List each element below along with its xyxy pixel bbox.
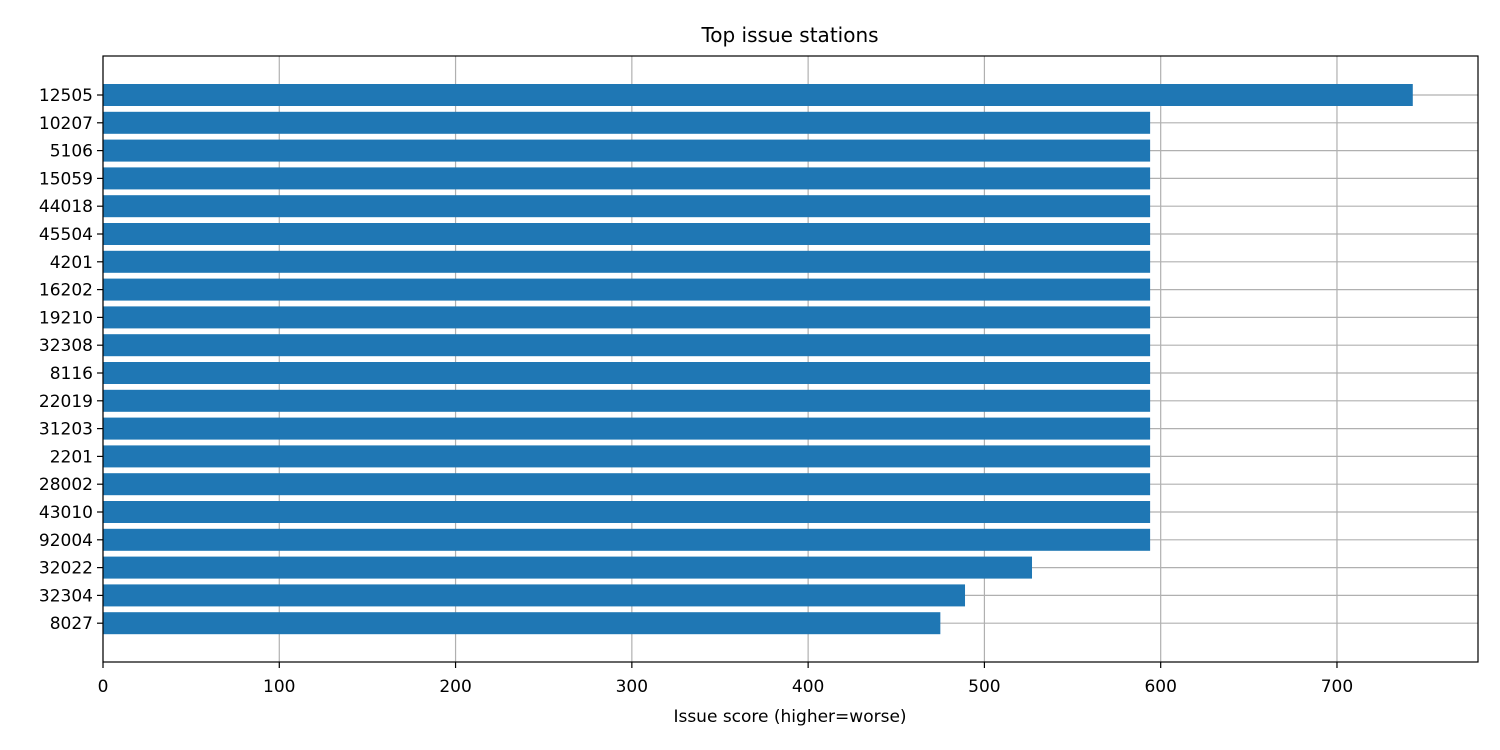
x-tick-label: 0 <box>98 677 109 697</box>
y-tick-label: 4201 <box>50 253 93 273</box>
x-tick-label: 500 <box>968 677 1000 697</box>
x-axis-label: Issue score (higher=worse) <box>673 707 906 727</box>
bar-16202 <box>103 278 1151 301</box>
y-tick-labels: 12505 10207 5106 15059 44018 45504 4201 16202 19… <box>39 86 103 634</box>
chart-title: Top issue stations <box>700 23 878 47</box>
bar-44018 <box>103 195 1151 218</box>
y-tick-label: 10207 <box>39 114 93 134</box>
y-tick-label: 45504 <box>39 225 93 245</box>
y-tick-label: 12505 <box>39 86 93 106</box>
y-tick-label: 22019 <box>39 392 93 412</box>
x-tick-label: 100 <box>263 677 295 697</box>
bar-15059 <box>103 167 1151 190</box>
bar-12505 <box>103 84 1413 106</box>
y-tick-label: 32304 <box>39 586 93 606</box>
bar-5106 <box>103 139 1151 162</box>
bar-32304 <box>103 584 966 607</box>
x-tick-labels: 0 100 200 300 400 500 600 700 <box>98 662 1353 697</box>
bar-19210 <box>103 306 1151 329</box>
bar-2201 <box>103 445 1151 468</box>
y-tick-label: 92004 <box>39 531 93 551</box>
bar-32308 <box>103 334 1151 357</box>
plot-frame <box>102 55 1479 663</box>
y-tick-label: 19210 <box>39 308 93 328</box>
y-tick-label: 28002 <box>39 475 93 495</box>
bar-43010 <box>103 501 1151 523</box>
bar-22019 <box>103 389 1151 412</box>
y-tick-label: 43010 <box>39 503 93 523</box>
x-tick-label: 700 <box>1321 677 1353 697</box>
y-tick-label: 32308 <box>39 336 93 356</box>
bar-10207 <box>103 111 1151 134</box>
x-tick-label: 600 <box>1144 677 1176 697</box>
y-tick-label: 31203 <box>39 420 93 440</box>
bar-31203 <box>103 417 1151 440</box>
x-tick-label: 200 <box>439 677 471 697</box>
x-tick-label: 400 <box>792 677 824 697</box>
bar-92004 <box>103 528 1151 551</box>
bar-8116 <box>103 362 1151 384</box>
bar-32022 <box>103 556 1033 579</box>
y-tick-label: 16202 <box>39 281 93 301</box>
bar-8027 <box>103 612 941 635</box>
x-tick-label: 300 <box>616 677 648 697</box>
y-tick-label: 5106 <box>50 142 93 162</box>
bar-28002 <box>103 473 1151 496</box>
bar-45504 <box>103 223 1151 245</box>
y-tick-label: 8116 <box>50 364 93 384</box>
bars <box>103 84 1413 635</box>
y-tick-label: 15059 <box>39 169 93 189</box>
y-tick-label: 32022 <box>39 559 93 579</box>
y-tick-label: 44018 <box>39 197 93 217</box>
y-tick-label: 2201 <box>50 447 93 467</box>
y-tick-label: 8027 <box>50 614 93 634</box>
bar-4201 <box>103 250 1151 273</box>
